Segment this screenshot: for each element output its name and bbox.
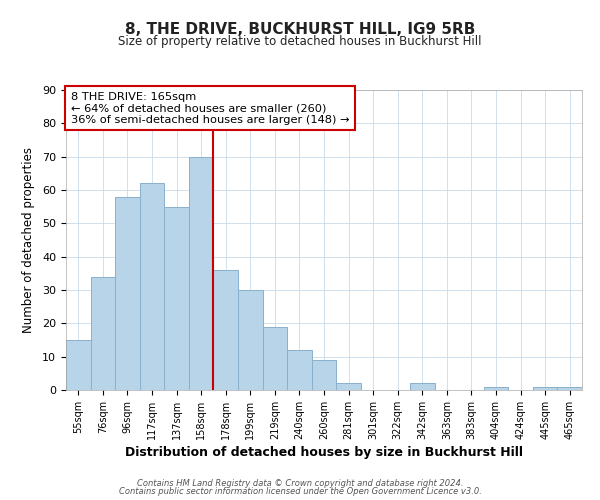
Bar [66,340,91,390]
Y-axis label: Number of detached properties: Number of detached properties [22,147,35,333]
Text: 8 THE DRIVE: 165sqm
← 64% of detached houses are smaller (260)
36% of semi-detac: 8 THE DRIVE: 165sqm ← 64% of detached ho… [71,92,350,124]
Bar [263,326,287,390]
Bar [557,386,582,390]
Bar [91,276,115,390]
Text: 8, THE DRIVE, BUCKHURST HILL, IG9 5RB: 8, THE DRIVE, BUCKHURST HILL, IG9 5RB [125,22,475,38]
Bar [140,184,164,390]
Bar [287,350,312,390]
Bar [214,270,238,390]
Bar [410,384,434,390]
Bar [484,386,508,390]
Text: Contains HM Land Registry data © Crown copyright and database right 2024.: Contains HM Land Registry data © Crown c… [137,478,463,488]
Bar [336,384,361,390]
X-axis label: Distribution of detached houses by size in Buckhurst Hill: Distribution of detached houses by size … [125,446,523,459]
Text: Contains public sector information licensed under the Open Government Licence v3: Contains public sector information licen… [119,487,481,496]
Text: Size of property relative to detached houses in Buckhurst Hill: Size of property relative to detached ho… [118,35,482,48]
Bar [164,206,189,390]
Bar [115,196,140,390]
Bar [312,360,336,390]
Bar [533,386,557,390]
Bar [238,290,263,390]
Bar [189,156,214,390]
